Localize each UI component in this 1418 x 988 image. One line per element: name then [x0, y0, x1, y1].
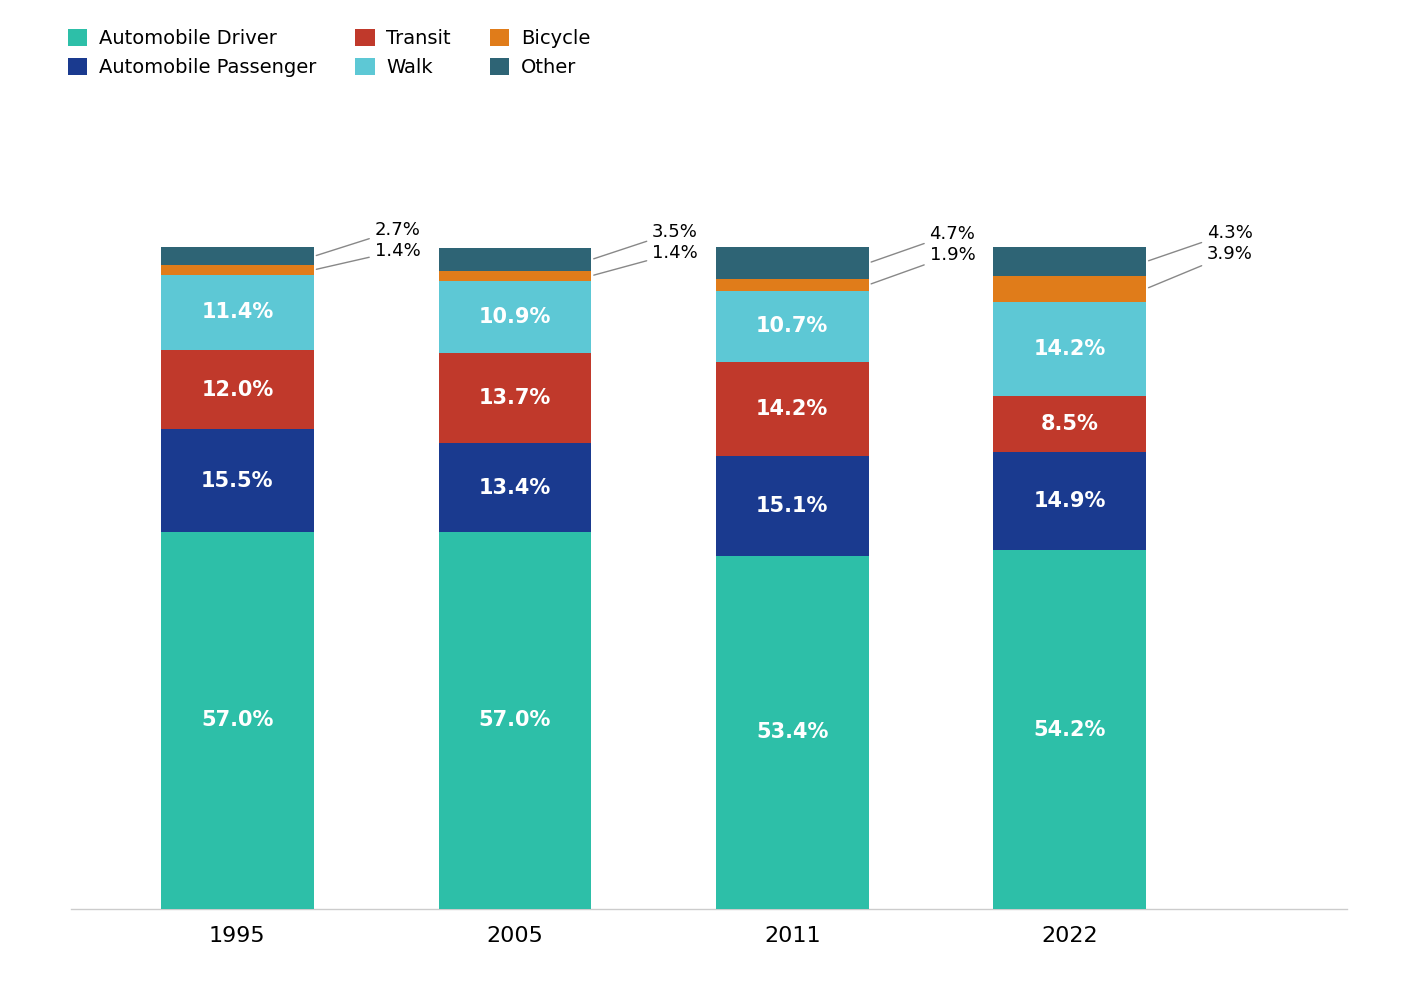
Text: 54.2%: 54.2% — [1034, 719, 1106, 740]
Bar — [438, 444, 591, 532]
Bar — [438, 532, 591, 909]
Bar — [994, 395, 1146, 452]
Bar — [162, 266, 313, 275]
Legend: Automobile Driver, Automobile Passenger, Transit, Walk, Bicycle, Other: Automobile Driver, Automobile Passenger,… — [68, 29, 590, 77]
Text: 12.0%: 12.0% — [201, 379, 274, 400]
Text: 13.7%: 13.7% — [479, 388, 552, 408]
Bar — [162, 532, 313, 909]
Bar — [994, 247, 1146, 276]
Bar — [716, 455, 868, 555]
Text: 1.4%: 1.4% — [594, 244, 698, 275]
Bar — [162, 430, 313, 532]
Bar — [438, 353, 591, 444]
Text: 4.7%: 4.7% — [871, 224, 976, 262]
Text: 14.2%: 14.2% — [756, 399, 828, 419]
Text: 14.2%: 14.2% — [1034, 339, 1106, 359]
Text: 13.4%: 13.4% — [479, 477, 552, 498]
Bar — [162, 247, 313, 266]
Text: 1.4%: 1.4% — [316, 242, 421, 270]
Bar — [438, 272, 591, 281]
Text: 4.3%: 4.3% — [1149, 224, 1254, 261]
Text: 10.9%: 10.9% — [479, 306, 552, 327]
Bar — [438, 248, 591, 272]
Bar — [994, 452, 1146, 550]
Text: 2.7%: 2.7% — [316, 220, 421, 256]
Text: 53.4%: 53.4% — [756, 722, 828, 742]
Text: 57.0%: 57.0% — [479, 710, 552, 730]
Text: 3.9%: 3.9% — [1149, 245, 1254, 288]
Bar — [716, 362, 868, 455]
Bar — [994, 276, 1146, 301]
Bar — [716, 279, 868, 291]
Bar — [716, 555, 868, 909]
Bar — [162, 350, 313, 430]
Text: 3.5%: 3.5% — [594, 223, 698, 259]
Text: 14.9%: 14.9% — [1034, 491, 1106, 511]
Text: 8.5%: 8.5% — [1041, 414, 1099, 434]
Text: 1.9%: 1.9% — [871, 246, 976, 284]
Text: 15.1%: 15.1% — [756, 496, 828, 516]
Text: 10.7%: 10.7% — [756, 316, 828, 337]
Bar — [994, 301, 1146, 395]
Bar — [716, 291, 868, 362]
Text: 15.5%: 15.5% — [201, 470, 274, 491]
Text: 11.4%: 11.4% — [201, 302, 274, 322]
Bar — [716, 247, 868, 279]
Text: 57.0%: 57.0% — [201, 710, 274, 730]
Bar — [994, 550, 1146, 909]
Bar — [162, 275, 313, 350]
Bar — [438, 281, 591, 353]
